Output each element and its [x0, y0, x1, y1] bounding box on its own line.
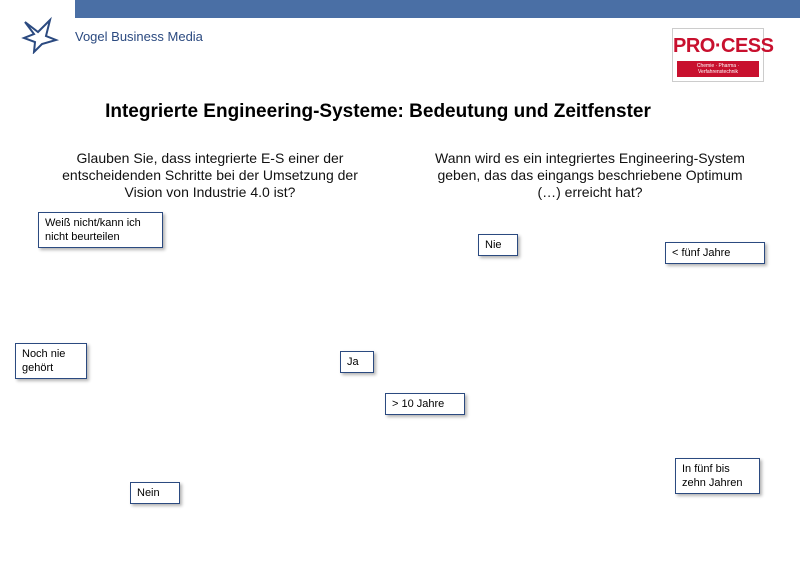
chart-title: Wann wird es ein integriertes Engineerin…: [435, 150, 745, 200]
process-logo: PRO·CESS Chemie · Pharma · Verfahrenstec…: [672, 28, 774, 82]
logo-text: PRO·CESS: [673, 35, 774, 57]
category-label: Noch nie gehört: [15, 343, 87, 379]
category-label: Weiß nicht/kann ich nicht beurteilen: [38, 212, 163, 248]
chart-title: Glauben Sie, dass integrierte E-S einer …: [62, 150, 358, 200]
category-label: In fünf bis zehn Jahren: [675, 458, 760, 494]
header-bar: [75, 0, 800, 18]
company-name: Vogel Business Media: [75, 29, 203, 44]
category-label: Nie: [478, 234, 518, 256]
page-title: Integrierte Engineering-Systeme: Bedeutu…: [105, 101, 651, 122]
company-logo: 48,715,823,711,822,436,825,015,8: [21, 16, 60, 54]
logo-tagline: Chemie · Pharma · Verfahrenstechnik: [677, 61, 759, 77]
category-label: < fünf Jahre: [665, 242, 765, 264]
category-label: Ja: [340, 351, 374, 373]
category-label: > 10 Jahre: [385, 393, 465, 415]
category-label: Nein: [130, 482, 180, 504]
